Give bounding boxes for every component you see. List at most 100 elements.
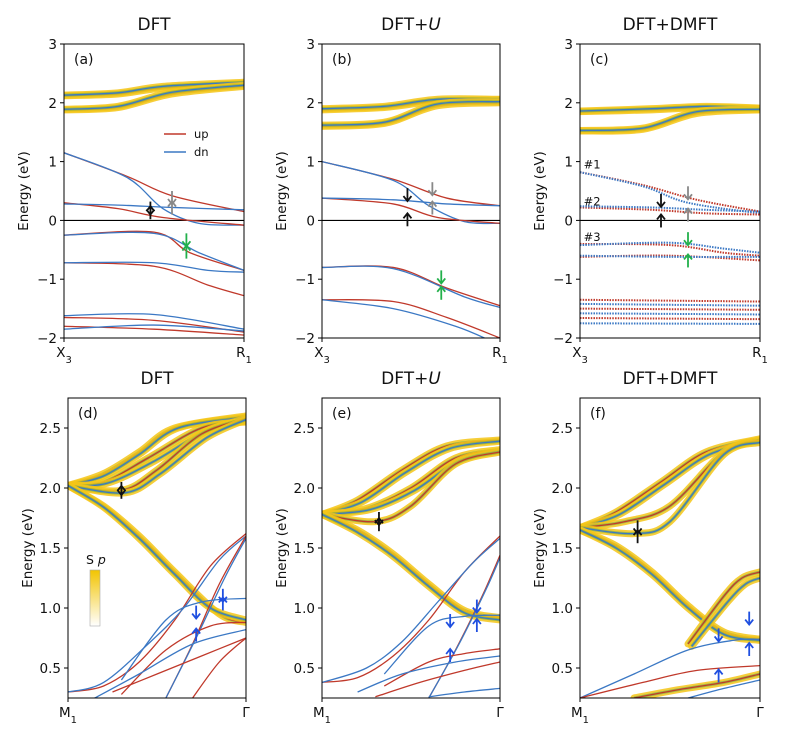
y-tick-label: 2.5 xyxy=(40,421,61,437)
plot-frame xyxy=(579,397,761,699)
band-dn xyxy=(580,171,760,215)
arrow-down xyxy=(374,512,384,527)
arrow-down xyxy=(116,482,127,497)
y-tick-label: −2 xyxy=(37,331,57,347)
y-tick-label: 2.0 xyxy=(552,481,573,497)
band-up xyxy=(192,637,246,698)
band-dn xyxy=(580,322,760,325)
band-dn xyxy=(687,679,760,698)
y-tick-label: 1.5 xyxy=(552,541,573,557)
arrow-down xyxy=(713,628,724,643)
x-tick-label: M1 xyxy=(59,705,77,726)
y-tick-label: 0 xyxy=(48,213,57,229)
band-dn xyxy=(580,302,760,307)
y-tick-label: 0 xyxy=(306,213,315,229)
band-up xyxy=(64,230,244,271)
y-tick-label: −1 xyxy=(37,272,57,288)
plot-area xyxy=(322,436,500,698)
colorbar-label: S p xyxy=(86,552,106,567)
plot-area xyxy=(580,435,760,698)
y-tick-label: 2 xyxy=(564,96,573,112)
band-up xyxy=(687,571,760,645)
band-up xyxy=(322,197,500,224)
band-up xyxy=(64,262,244,297)
band-dn xyxy=(68,485,246,621)
band-up xyxy=(68,533,246,693)
band-up xyxy=(112,637,246,693)
band-up xyxy=(580,307,760,311)
plot-frame xyxy=(579,43,761,339)
x-axis: X3 R1 xyxy=(56,338,252,366)
band-up xyxy=(120,621,246,695)
arrow-down xyxy=(191,605,201,621)
x-axis: M1 Γ xyxy=(571,698,764,726)
arrow-down xyxy=(445,614,455,629)
y-tick-label: 1.0 xyxy=(40,601,61,617)
y-axis: 3 2 1 0 −1 −2 xyxy=(37,37,64,347)
panel-label: (b) xyxy=(332,52,352,68)
arrow-down xyxy=(683,186,693,201)
band-dn xyxy=(68,416,246,487)
x-tick-label: Γ xyxy=(496,705,504,721)
band-dn xyxy=(64,261,244,273)
band-dn xyxy=(580,529,760,642)
panel-label: (f) xyxy=(590,406,606,422)
y-tick-label: 2.5 xyxy=(294,421,315,437)
plot-area xyxy=(68,412,246,698)
band-dn xyxy=(383,614,500,675)
band-up xyxy=(580,206,760,216)
panel-title: DFT+DMFT xyxy=(623,15,718,35)
plot-area xyxy=(64,78,244,336)
panel-a: DFT 3 2 1 0 −1 −2 Energy (eV) X3 R1 up dn (a) xyxy=(16,15,252,366)
y-axis: 2.5 2.0 1.5 1.0 0.5 xyxy=(294,421,322,677)
arrow-down xyxy=(656,193,666,209)
band-up xyxy=(64,325,244,336)
panel-label: (c) xyxy=(590,52,609,68)
arrow-up xyxy=(683,207,693,222)
arrow-down xyxy=(167,191,177,206)
band-dn xyxy=(68,535,246,693)
y-tick-label: 1.5 xyxy=(294,541,315,557)
x-tick-label: M1 xyxy=(313,705,331,726)
band-dn xyxy=(322,440,500,516)
y-tick-label: −2 xyxy=(295,331,315,347)
band-dn xyxy=(322,197,500,207)
band-dn-glow xyxy=(322,510,500,624)
y-tick-label: 2.0 xyxy=(294,481,315,497)
x-axis: M1 Γ xyxy=(313,698,504,726)
x-tick-label: Γ xyxy=(756,705,764,721)
band-dn xyxy=(64,203,244,211)
band-up xyxy=(580,254,760,262)
band-dn xyxy=(580,254,760,258)
panel-c: DFT+DMFT 3 2 1 0 −1 −2 Energy (eV) X3 R1 #1 #2 #3 (c) xyxy=(532,15,768,366)
panel-b: DFT+U 3 2 1 0 −1 −2 Energy (eV) X3 R1 (b) xyxy=(274,15,508,366)
band-up xyxy=(64,202,244,226)
arrow-up xyxy=(656,213,666,228)
band-dn xyxy=(322,160,500,225)
y-tick-label: 1.0 xyxy=(552,601,573,617)
band-label: #3 xyxy=(584,230,601,244)
y-tick-label: 0.5 xyxy=(552,661,573,677)
arrow-down xyxy=(402,188,413,203)
x-axis: M1 Γ xyxy=(59,698,250,726)
panel-title: DFT+U xyxy=(381,369,441,389)
y-tick-label: 1.5 xyxy=(40,541,61,557)
plot-area xyxy=(580,102,760,325)
band-up xyxy=(64,152,244,213)
x-tick-label: M1 xyxy=(571,705,589,726)
y-tick-label: −1 xyxy=(553,272,573,288)
panel-label: (a) xyxy=(74,52,94,68)
panel-label: (e) xyxy=(332,406,352,422)
band-dn xyxy=(165,538,246,698)
plot-frame xyxy=(63,43,245,339)
y-axis-label: Energy (eV) xyxy=(274,151,290,231)
y-axis: 2.5 2.0 1.5 1.0 0.5 xyxy=(40,421,68,677)
y-tick-label: 2 xyxy=(48,96,57,112)
y-axis: 3 2 1 0 −1 −2 xyxy=(553,37,580,347)
y-tick-label: 3 xyxy=(48,37,57,53)
band-dn xyxy=(322,100,500,126)
plot-frame xyxy=(321,397,501,699)
arrow-down xyxy=(632,520,643,535)
band-dn xyxy=(691,577,760,647)
band-label: #2 xyxy=(584,195,601,209)
